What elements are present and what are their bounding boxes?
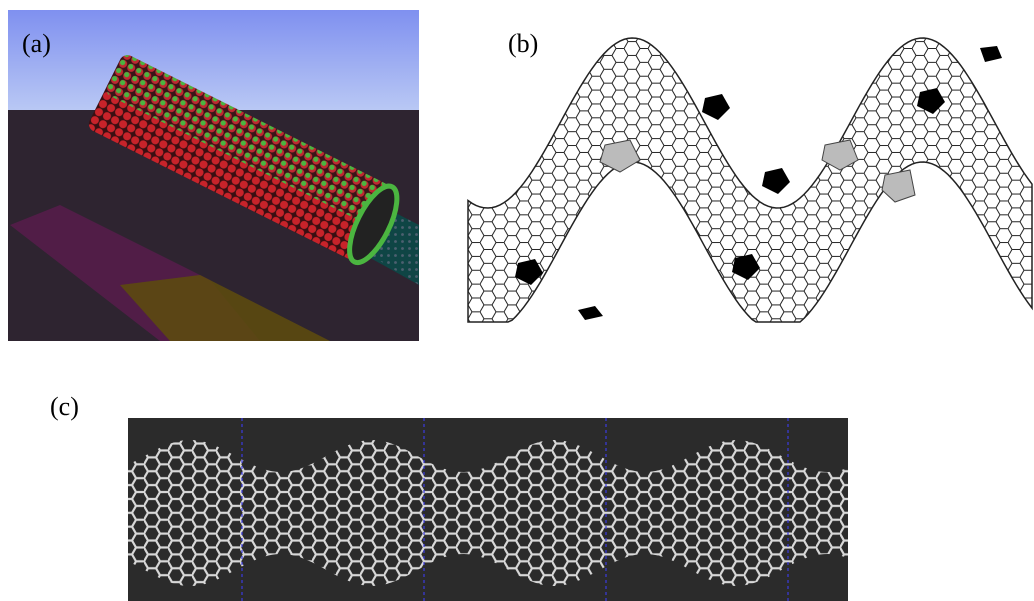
panel-label: (c) [50,392,79,421]
tube-top [106,55,390,225]
wavy-tube [128,440,848,586]
nanotube [88,55,400,266]
shaded-cells [599,139,916,203]
panel-b: (b) [467,29,1033,323]
tube-lattice [468,38,1032,322]
shadow [120,275,330,341]
panel-a: (a) [8,10,419,341]
pentagons [515,46,1002,320]
sky [8,10,419,110]
tube-end [347,183,400,266]
period-lines [241,418,789,601]
panel-label: (a) [22,29,51,58]
panel-c: (c) [50,392,848,601]
panel-label: (b) [508,29,538,58]
